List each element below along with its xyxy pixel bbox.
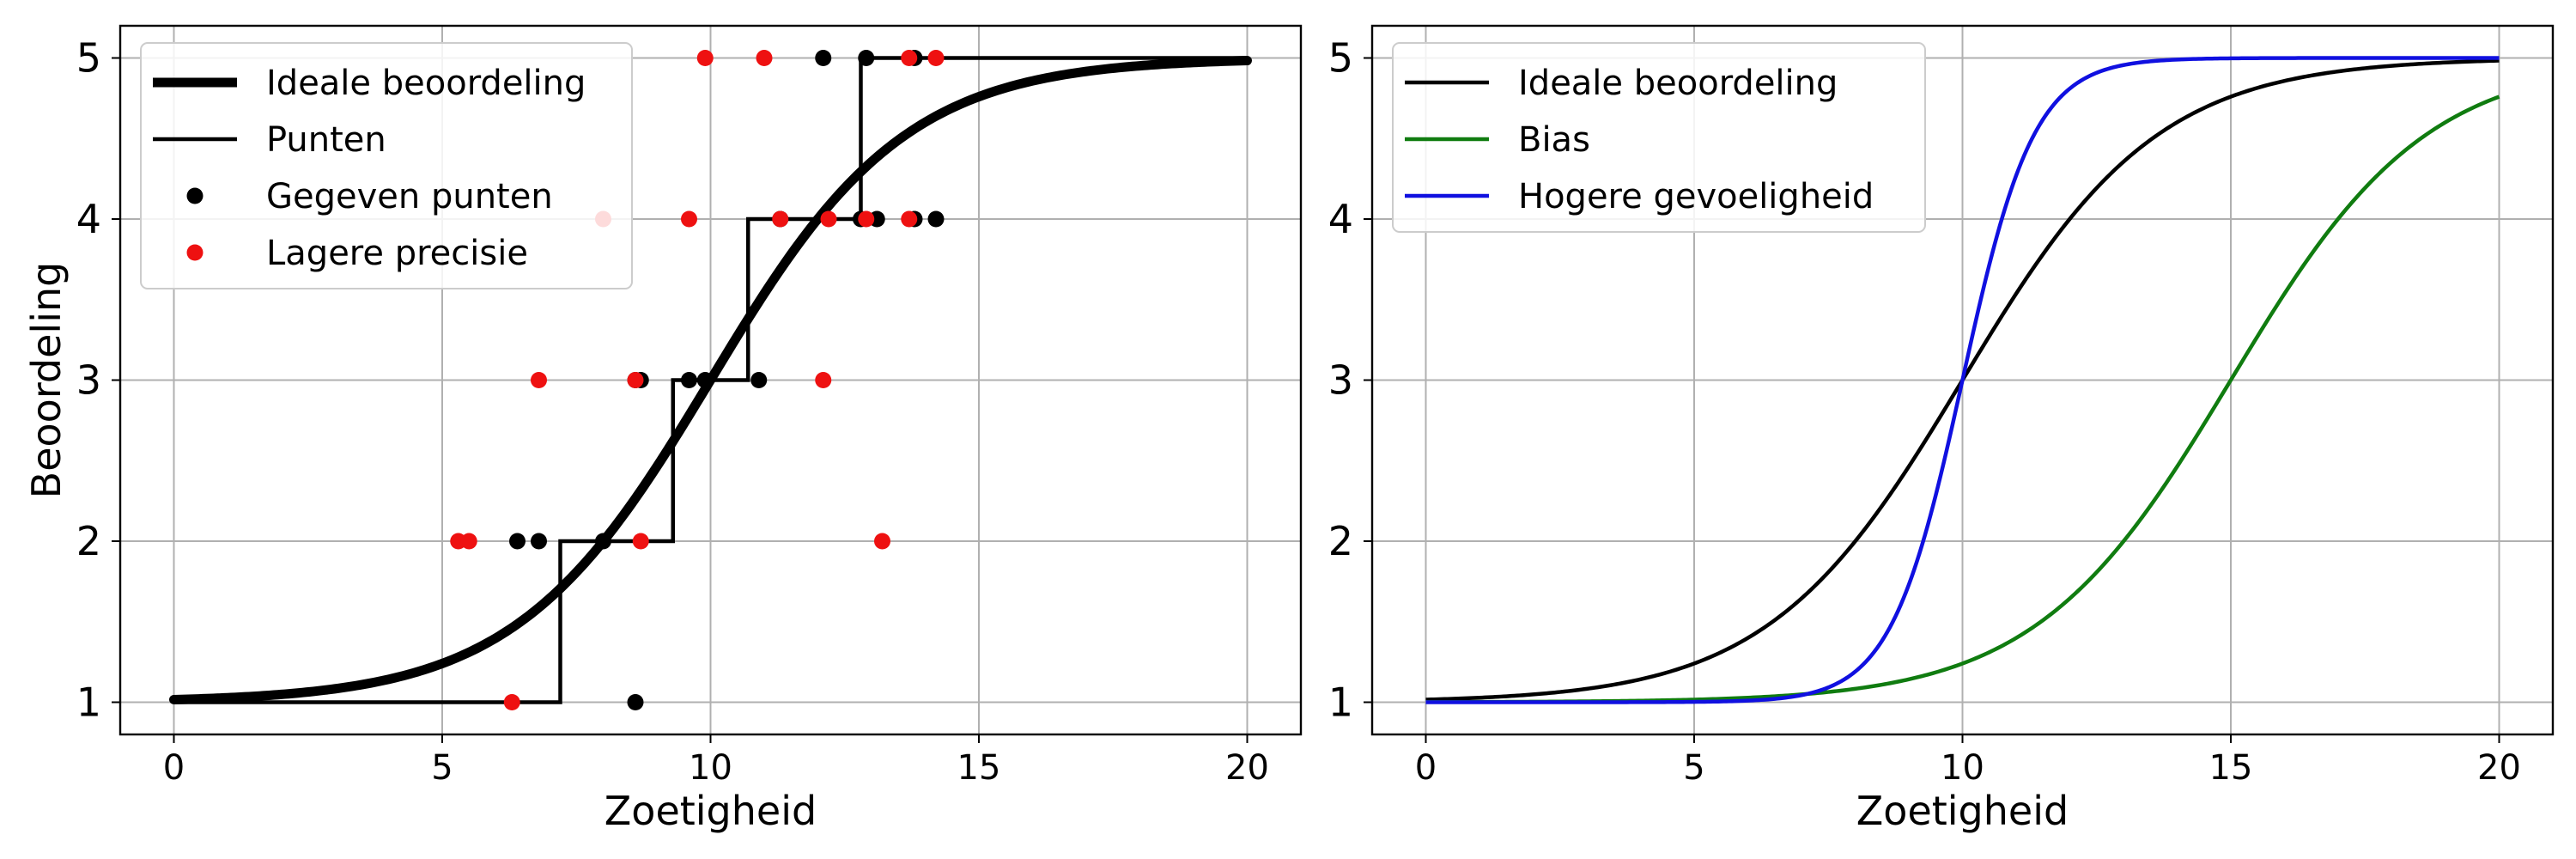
gegeven-punten-marker <box>531 533 547 550</box>
y-tick-label: 3 <box>1328 357 1353 404</box>
legend: Ideale beoordeling Punten Gegeven punten La… <box>140 42 633 289</box>
gegeven-punten-marker <box>696 372 714 388</box>
gegeven-punten-marker <box>627 694 644 710</box>
x-tick-label: 10 <box>689 748 732 788</box>
lagere-precisie-marker <box>874 533 890 550</box>
x-tick-label: 10 <box>1941 748 1984 788</box>
y-tick-label: 3 <box>76 357 101 404</box>
lagere-precisie-marker <box>901 210 918 228</box>
lagere-precisie-marker <box>756 50 773 66</box>
x-tick-label: 15 <box>2209 748 2253 788</box>
lagere-precisie-marker <box>681 210 697 228</box>
lagere-precisie-marker <box>901 50 918 66</box>
x-tick-label: 0 <box>163 748 185 788</box>
gegeven-punten-marker <box>927 210 945 228</box>
y-tick-label: 2 <box>1328 518 1353 564</box>
x-axis-label: Zoetigheid <box>1856 788 2069 834</box>
plot-area <box>169 50 1252 710</box>
x-tick-label: 20 <box>1225 748 1269 788</box>
y-tick-label: 4 <box>76 196 101 242</box>
x-tick-label: 0 <box>1415 748 1437 788</box>
gegeven-punten-marker <box>681 372 697 388</box>
legend-label: Hogere gevoeligheid <box>1518 177 1874 216</box>
gegeven-punten-marker <box>858 50 875 66</box>
lagere-precisie-marker <box>820 210 837 228</box>
plot-area <box>1425 56 2500 704</box>
lagere-precisie-marker <box>815 372 832 388</box>
legend-label: Ideale beoordeling <box>266 64 586 103</box>
gegeven-punten-marker <box>509 533 526 550</box>
legend-label: Gegeven punten <box>266 177 553 216</box>
gegeven-punten-marker <box>595 533 611 550</box>
right-chart-panel: 0 5 10 15 20 1 2 3 4 5 Zoetigheid Ideale beoordelin… <box>1328 24 2555 834</box>
gegeven-punten-marker <box>815 50 832 66</box>
x-tick-label: 5 <box>431 748 453 788</box>
gegeven-punten-marker <box>750 372 768 388</box>
plot-frame <box>1370 24 2555 736</box>
legend-label: Lagere precisie <box>266 234 528 273</box>
y-axis-label: Beoordeling <box>23 262 70 499</box>
lagere-precisie-marker <box>503 694 520 710</box>
lagere-precisie-marker <box>696 50 714 66</box>
y-tick-label: 4 <box>1328 196 1353 242</box>
y-tick-label: 1 <box>1328 679 1353 726</box>
lagere-precisie-marker <box>632 533 649 550</box>
x-tick-label: 15 <box>957 748 1001 788</box>
left-chart-panel: 0 5 10 15 20 1 2 3 4 5 Zoetigheid Beoordeling Ideale… <box>23 24 1303 834</box>
lagere-precisie-marker <box>531 372 547 388</box>
lagere-precisie-marker <box>927 50 945 66</box>
x-tick-label: 20 <box>2477 748 2521 788</box>
x-tick-label: 5 <box>1683 748 1704 788</box>
lagere-precisie-marker <box>460 533 477 550</box>
legend-label: Ideale beoordeling <box>1518 64 1838 103</box>
y-tick-label: 2 <box>76 518 101 564</box>
y-tick-label: 5 <box>1328 35 1353 82</box>
x-axis-label: Zoetigheid <box>605 788 817 834</box>
legend-box <box>140 42 633 289</box>
legend-swatch-gegeven-punten <box>186 187 204 204</box>
legend-swatch-lagere-precisie <box>186 244 204 261</box>
legend-label: Punten <box>266 120 386 160</box>
legend-label: Bias <box>1518 120 1590 160</box>
legend: Ideale beoordeling Bias Hogere gevoelighei… <box>1392 42 1926 233</box>
plot-frame <box>118 24 1303 736</box>
lagere-precisie-marker <box>858 210 875 228</box>
lagere-precisie-marker <box>772 210 789 228</box>
y-tick-label: 1 <box>76 679 101 726</box>
series-line-hogere-gevoeligheid <box>1425 56 2500 704</box>
y-tick-label: 5 <box>76 35 101 82</box>
lagere-precisie-marker <box>627 372 644 388</box>
legend-box <box>1392 42 1926 233</box>
